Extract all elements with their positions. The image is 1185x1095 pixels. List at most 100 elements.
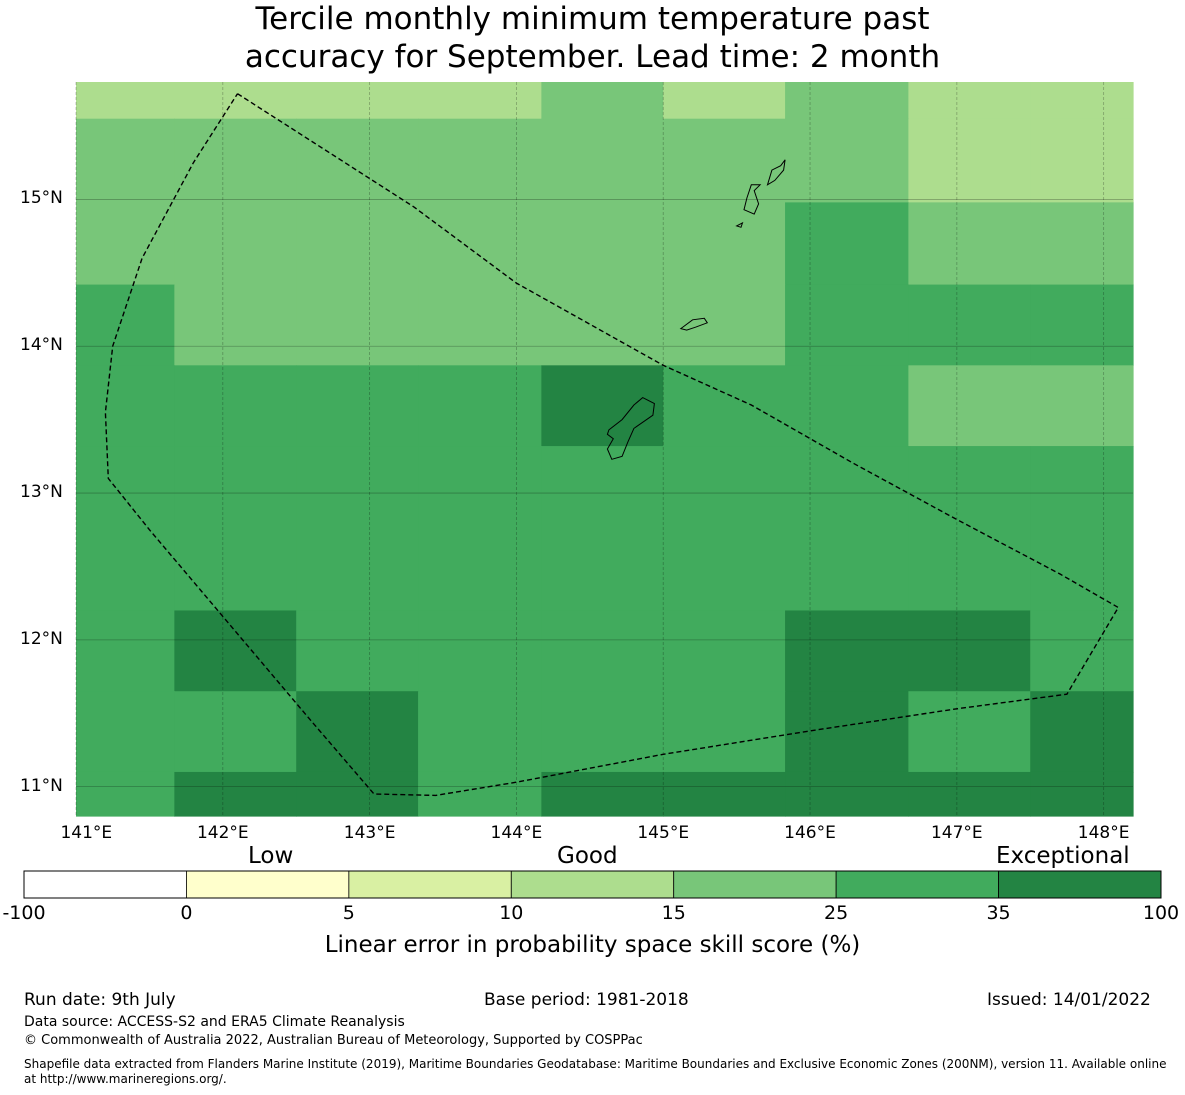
skill-cell: [418, 365, 542, 447]
skill-cell: [418, 691, 542, 773]
longitude-tick-label: 141°E: [60, 823, 113, 843]
skill-cell: [785, 771, 909, 817]
skill-cell: [174, 610, 297, 692]
skill-cell: [663, 365, 786, 447]
skill-cell: [541, 365, 664, 447]
latitude-tick-label: 11°N: [20, 775, 63, 796]
skill-cell: [1030, 365, 1134, 447]
skill-cell: [663, 284, 786, 366]
skill-cell: [296, 610, 419, 692]
skill-cell: [76, 691, 175, 773]
skill-cell: [1030, 446, 1134, 612]
skill-cell: [296, 284, 419, 366]
skill-cell: [908, 691, 1031, 773]
skill-cell: [541, 691, 664, 773]
skill-cell: [1030, 691, 1134, 773]
skill-cell: [1030, 118, 1134, 203]
colorbar-tick-label: 25: [824, 902, 849, 924]
skill-cell: [541, 118, 664, 203]
skill-cell: [76, 365, 175, 447]
skill-cell: [174, 446, 297, 612]
skill-cell: [418, 118, 542, 203]
colorbar-category-low: Low: [248, 843, 294, 869]
skill-cell: [418, 284, 542, 366]
colorbar-segment: [835, 870, 999, 899]
longitude-tick-label: 144°E: [490, 823, 543, 843]
skill-cell: [296, 118, 419, 203]
skill-cell: [785, 202, 909, 286]
skill-cell: [174, 691, 297, 773]
skill-cell: [76, 771, 175, 817]
skill-cell: [296, 202, 419, 286]
coastlines: [606, 159, 786, 460]
colorbar-segment: [673, 870, 837, 899]
skill-cell: [1030, 202, 1134, 286]
colorbar-outline: [23, 870, 1162, 899]
colorbar-tick-label: 5: [342, 902, 355, 924]
skill-cell: [418, 771, 542, 817]
skill-cell: [76, 82, 175, 120]
issued-date: Issued: 14/01/2022: [987, 990, 1151, 1010]
skill-cell: [541, 202, 664, 286]
skill-cell: [541, 610, 664, 692]
skill-cell: [908, 610, 1031, 692]
colorbar-segment: [510, 870, 675, 899]
latitude-tick-label: 13°N: [20, 482, 63, 503]
longitude-tick-label: 146°E: [784, 823, 836, 843]
colorbar-category-good: Good: [557, 843, 618, 869]
colorbar-tick-label: -100: [2, 902, 46, 924]
skill-cell: [418, 610, 542, 692]
skill-cell: [1030, 771, 1134, 817]
skill-cell: [908, 82, 1031, 120]
skill-cell: [296, 82, 419, 120]
colorbar-segment: [998, 870, 1162, 899]
island-coastline: [735, 221, 744, 228]
graticule: [75, 82, 1133, 816]
skill-cell: [663, 82, 786, 120]
skill-cell: [785, 610, 909, 692]
skill-cell: [174, 202, 297, 286]
shapefile-credit-line-1: Shapefile data extracted from Flanders M…: [24, 1057, 1167, 1071]
copyright: © Commonwealth of Australia 2022, Austra…: [24, 1033, 643, 1048]
skill-cell: [908, 202, 1031, 286]
skill-cell: [418, 82, 542, 120]
eez-boundary: [104, 93, 1120, 797]
colorbar-tick-label: 35: [986, 902, 1011, 924]
longitude-tick-label: 148°E: [1077, 823, 1130, 843]
data-source: Data source: ACCESS-S2 and ERA5 Climate …: [24, 1014, 405, 1030]
longitude-tick-label: 147°E: [930, 823, 983, 843]
island-coastline: [606, 397, 655, 460]
skill-cell: [663, 118, 786, 203]
island-coastline: [743, 184, 762, 215]
skill-cell: [785, 284, 909, 366]
skill-cell: [908, 365, 1031, 447]
colorbar-segment: [23, 870, 187, 899]
skill-cell: [418, 446, 542, 612]
skill-cell: [76, 202, 175, 286]
skill-cell: [785, 365, 909, 447]
colorbar-tick-label: 10: [499, 902, 524, 924]
skill-cell: [541, 284, 664, 366]
colorbar-segment: [348, 870, 512, 899]
skill-cell: [174, 118, 297, 203]
colorbar: [23, 870, 1162, 899]
skill-cell: [174, 82, 297, 120]
skill-cell: [785, 82, 909, 120]
title-line-1: Tercile monthly minimum temperature past: [255, 1, 930, 37]
island-coastline: [766, 159, 786, 186]
skill-cell: [541, 446, 664, 612]
latitude-tick-label: 12°N: [20, 628, 63, 649]
colorbar-tick-label: 100: [1142, 902, 1180, 924]
map-title: Tercile monthly minimum temperature past…: [0, 0, 1185, 76]
latitude-tick-label: 14°N: [20, 335, 63, 356]
skill-cell: [663, 446, 786, 612]
base-period: Base period: 1981-2018: [484, 990, 689, 1010]
skill-grid: [76, 82, 1134, 817]
run-date: Run date: 9th July: [24, 990, 176, 1010]
colorbar-tick-label: 0: [180, 902, 193, 924]
skill-cell: [663, 202, 786, 286]
skill-cell: [908, 118, 1031, 203]
skill-cell: [908, 771, 1031, 817]
skill-cell: [1030, 610, 1134, 692]
